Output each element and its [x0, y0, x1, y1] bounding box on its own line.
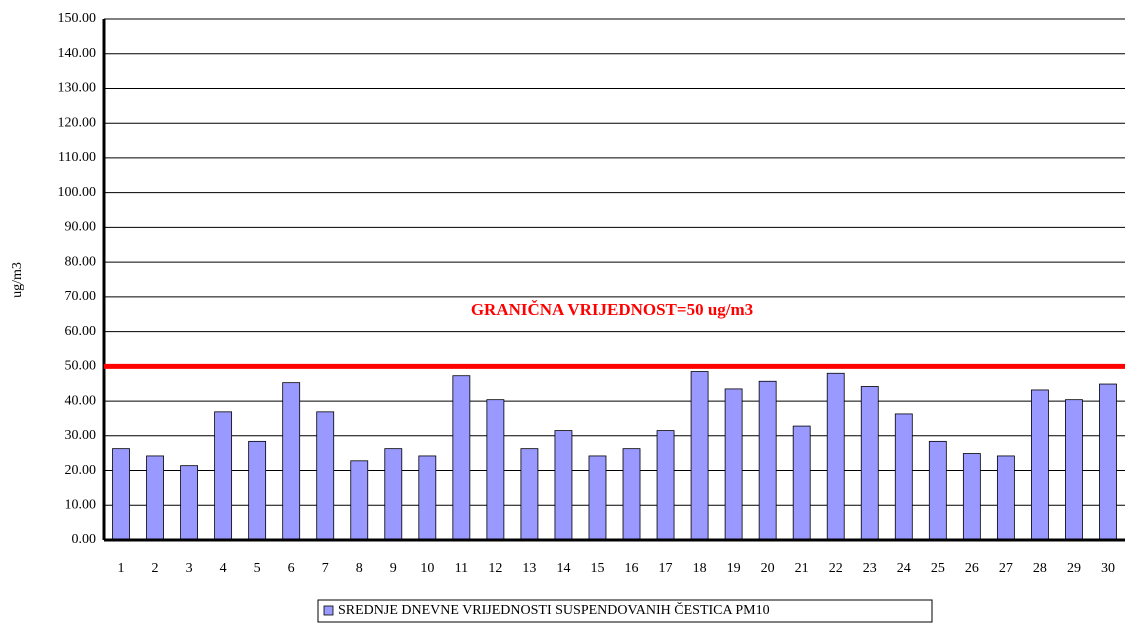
- x-tick-label: 12: [488, 561, 502, 576]
- x-tick-label: 8: [356, 561, 363, 576]
- bar: [248, 440, 267, 541]
- bar: [656, 430, 675, 541]
- x-tick-label: 9: [390, 561, 397, 576]
- bar: [622, 448, 641, 541]
- x-tick-label: 14: [556, 561, 570, 576]
- x-tick-label: 30: [1101, 561, 1115, 576]
- bar: [1065, 399, 1083, 541]
- x-tick-label: 23: [863, 561, 877, 576]
- x-tick-label: 16: [625, 561, 639, 576]
- legend-label: SREDNJE DNEVNE VRIJEDNOSTI SUSPENDOVANIH…: [338, 601, 770, 618]
- y-tick-label: 130.00: [58, 81, 97, 96]
- x-tick-label: 19: [727, 561, 741, 576]
- x-tick-label: 3: [186, 561, 193, 576]
- bar: [316, 411, 335, 541]
- annotation: GRANIČNA VRIJEDNOST=50 ug/m3: [471, 300, 753, 319]
- x-tick-label: 6: [288, 561, 295, 576]
- x-tick-label: 11: [455, 561, 468, 576]
- bar: [1099, 383, 1117, 541]
- bar: [384, 448, 403, 541]
- x-tick-label: 18: [693, 561, 707, 576]
- bar: [928, 440, 947, 541]
- x-tick-label: 4: [220, 561, 227, 576]
- y-axis-label: ug/m3: [10, 262, 25, 298]
- bar: [554, 430, 573, 541]
- y-tick-label: 70.00: [65, 289, 97, 304]
- x-tick-label: 21: [795, 561, 809, 576]
- y-tick-label: 90.00: [65, 220, 97, 235]
- x-tick-label: 15: [590, 561, 604, 576]
- x-tick-label: 24: [897, 561, 911, 576]
- y-tick-label: 150.00: [58, 11, 97, 26]
- legend-box: [317, 599, 933, 623]
- y-tick-label: 100.00: [58, 185, 97, 200]
- bar: [214, 411, 233, 541]
- bar: [724, 388, 743, 541]
- bar: [860, 386, 879, 541]
- y-tick-label: 20.00: [65, 463, 97, 478]
- bar: [588, 455, 607, 541]
- x-tick-label: 5: [254, 561, 261, 576]
- legend-swatch: [323, 605, 334, 616]
- bar: [180, 465, 198, 541]
- x-tick-label: 2: [152, 561, 159, 576]
- bar: [146, 455, 164, 541]
- bar: [418, 455, 437, 541]
- x-tick-label: 7: [322, 561, 329, 576]
- y-tick-label: 0.00: [72, 532, 97, 547]
- x-tick-label: 29: [1067, 561, 1081, 576]
- x-tick-label: 1: [118, 561, 125, 576]
- x-tick-label: 22: [829, 561, 843, 576]
- bar: [690, 371, 709, 541]
- y-tick-label: 110.00: [58, 150, 96, 165]
- x-tick-label: 13: [522, 561, 536, 576]
- bar: [350, 460, 369, 541]
- y-tick-label: 30.00: [65, 428, 97, 443]
- x-tick-label: 28: [1033, 561, 1047, 576]
- x-tick-label: 17: [659, 561, 673, 576]
- bar: [520, 448, 539, 541]
- y-tick-label: 40.00: [65, 393, 97, 408]
- bar: [758, 380, 777, 541]
- x-tick-label: 25: [931, 561, 945, 576]
- y-tick-label: 60.00: [65, 324, 97, 339]
- bar: [826, 372, 845, 541]
- y-tick-label: 80.00: [65, 254, 97, 269]
- bar: [996, 455, 1015, 541]
- bar: [894, 413, 913, 541]
- bar: [452, 375, 471, 541]
- y-tick-label: 120.00: [58, 115, 97, 130]
- bar: [486, 399, 505, 541]
- x-tick-label: 26: [965, 561, 979, 576]
- bar: [112, 448, 130, 541]
- y-tick-label: 50.00: [65, 359, 97, 374]
- y-tick-label: 10.00: [65, 497, 97, 512]
- bar: [282, 382, 301, 541]
- x-tick-label: 20: [761, 561, 775, 576]
- bar: [792, 425, 811, 541]
- x-tick-label: 27: [999, 561, 1013, 576]
- y-tick-label: 140.00: [58, 46, 97, 61]
- x-tick-label: 10: [420, 561, 434, 576]
- bar: [1031, 389, 1049, 541]
- bar: [962, 453, 981, 541]
